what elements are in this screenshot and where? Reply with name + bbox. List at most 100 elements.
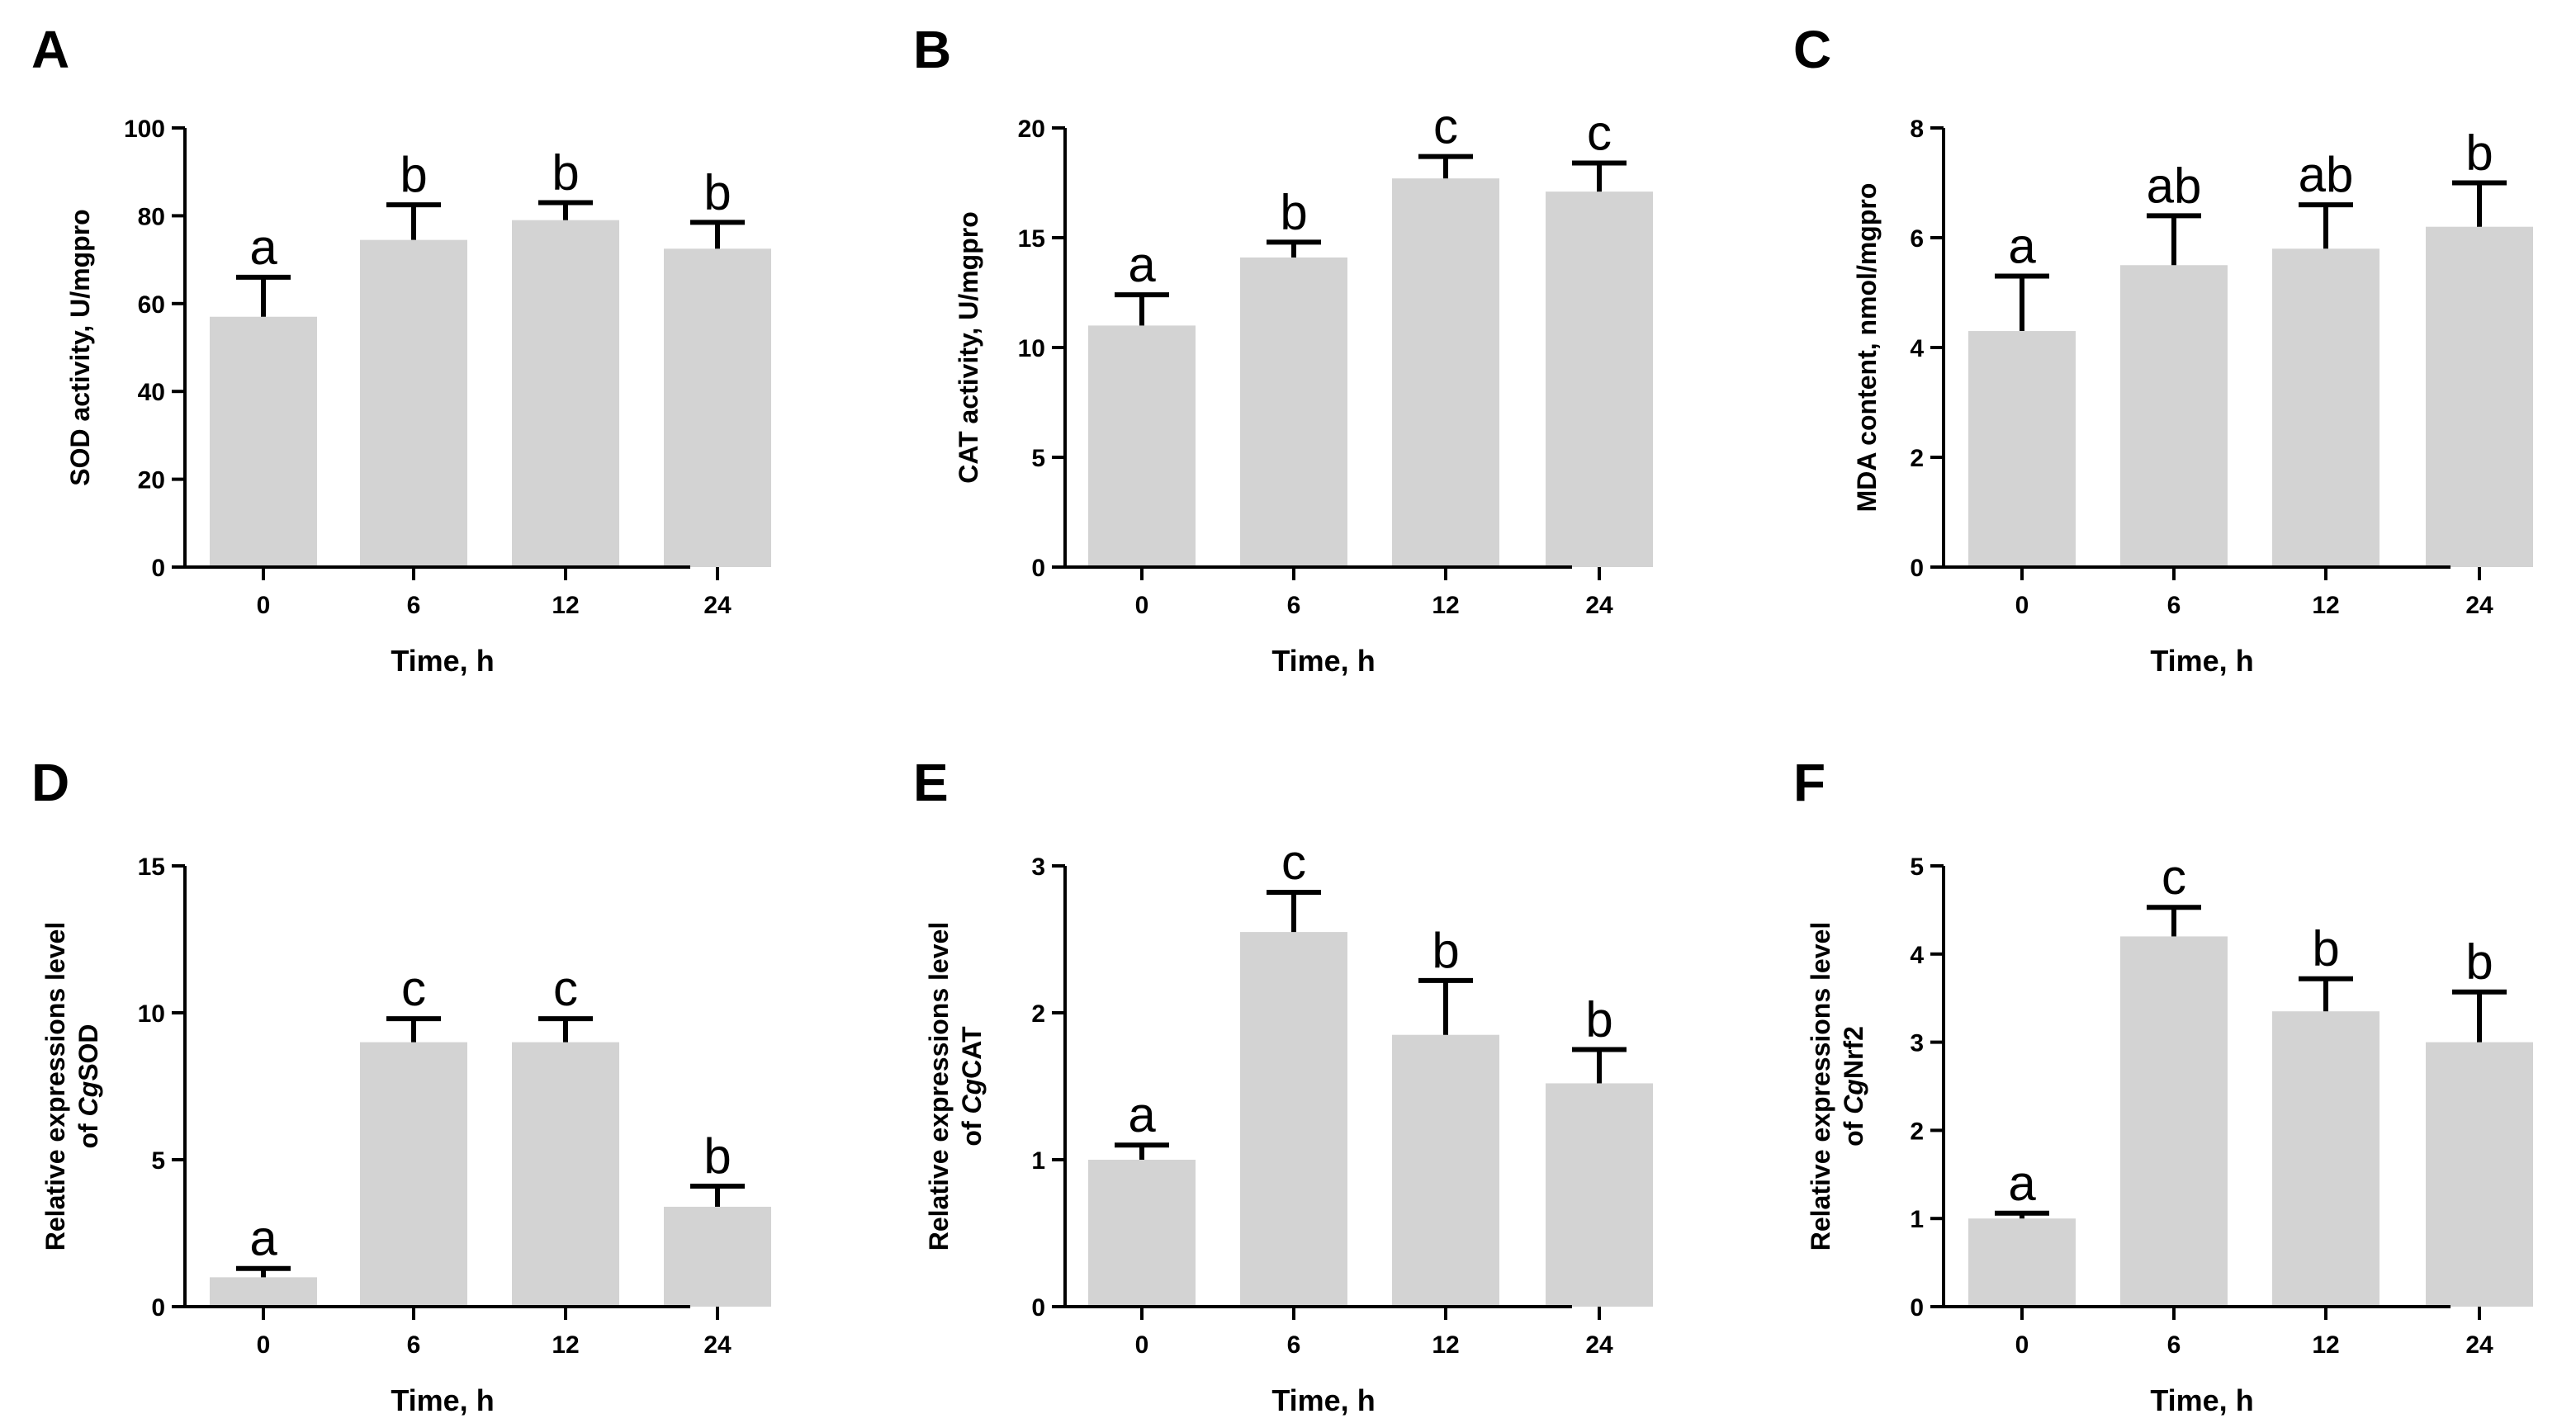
panel-b-ytick-label-1: 5: [1031, 445, 1045, 472]
panel-a-ytick-label-3: 60: [138, 291, 165, 319]
panel-c-significance-3: b: [2465, 125, 2493, 181]
panel-d-bar-3: [664, 1206, 771, 1307]
panel-f-ytick-label-5: 5: [1910, 853, 1924, 881]
panel-a-x-axis-title: Time, h: [391, 644, 494, 678]
panel-c-ytick-label-4: 8: [1910, 116, 1924, 143]
panel-a-ytick-label-0: 0: [151, 555, 165, 582]
panel-b-bar-1: [1240, 257, 1347, 567]
panel-a-y-axis-title: SOD activity, U/mgpro: [65, 209, 95, 485]
panel-b-significance-1: b: [1280, 184, 1307, 239]
panel-e-significance-0: a: [1128, 1087, 1156, 1142]
panel-e-significance-2: b: [1432, 923, 1459, 978]
panel-c-bar-1: [2120, 265, 2228, 567]
panel-d-bar-1: [360, 1042, 467, 1307]
panel-a-ytick-label-1: 20: [138, 467, 165, 494]
panel-e-y-axis-title-line2: of CgCAT: [957, 1026, 987, 1147]
panel-d-letter: D: [31, 753, 69, 812]
panel-c-ytick-label-0: 0: [1910, 555, 1924, 582]
panel-c-significance-0: a: [2008, 219, 2036, 274]
panel-a-ytick-label-2: 40: [138, 379, 165, 406]
panel-f-ytick-label-1: 1: [1910, 1206, 1924, 1233]
panel-a-letter: A: [31, 20, 69, 79]
panel-e-x-axis-title: Time, h: [1271, 1383, 1375, 1417]
panel-e-significance-1: c: [1281, 835, 1306, 890]
panel-e-ytick-label-1: 1: [1031, 1147, 1045, 1175]
panel-b-xtick-label-1: 6: [1287, 592, 1301, 619]
panel-b-significance-0: a: [1128, 237, 1156, 292]
panel-c-bar-2: [2272, 248, 2379, 567]
panel-c-xtick-label-0: 0: [2015, 592, 2029, 619]
panel-d-significance-2: c: [553, 961, 578, 1016]
panel-c-significance-2: ab: [2299, 147, 2354, 202]
panel-f-bar-1: [2120, 936, 2228, 1307]
panel-f-significance-3: b: [2465, 934, 2493, 990]
panel-d-ytick-label-3: 15: [138, 853, 165, 881]
panel-f-ytick-label-4: 4: [1910, 942, 1924, 969]
panel-a-bar-0: [210, 316, 317, 567]
panel-a-significance-2: b: [552, 144, 579, 200]
panel-e-xtick-label-2: 12: [1432, 1331, 1459, 1359]
panel-d-y-axis-title-species: Cg: [73, 1081, 103, 1117]
panel-e-xtick-label-0: 0: [1135, 1331, 1149, 1359]
panel-f-x-axis-title: Time, h: [2150, 1383, 2253, 1417]
panel-d-y-axis-title-line2: of CgSOD: [73, 1024, 103, 1148]
panel-e-y-axis-title-species: Cg: [957, 1079, 987, 1114]
panel-f-significance-1: c: [2162, 849, 2186, 905]
panel-f-y-axis-title-line1: Relative expressions level: [1806, 922, 1835, 1251]
panel-b-significance-3: c: [1587, 106, 1612, 161]
panel-d-significance-0: a: [249, 1211, 277, 1266]
panel-d-ytick-label-1: 5: [151, 1147, 165, 1175]
panel-c-bar-0: [1968, 331, 2076, 567]
panel-f-xtick-label-0: 0: [2015, 1331, 2029, 1359]
panel-c-letter: C: [1793, 20, 1831, 79]
panel-a-bar-2: [512, 220, 619, 567]
panel-c-xtick-label-3: 24: [2465, 592, 2493, 619]
panel-b-ytick-label-0: 0: [1031, 555, 1045, 582]
panel-c-xtick-label-1: 6: [2167, 592, 2181, 619]
panel-f-bar-2: [2272, 1011, 2379, 1307]
panel-f-ytick-label-3: 3: [1910, 1030, 1924, 1057]
panel-e-ytick-label-0: 0: [1031, 1294, 1045, 1322]
panel-b-bar-3: [1546, 192, 1653, 567]
panel-a-bar-3: [664, 248, 771, 567]
panel-e-xtick-label-1: 6: [1287, 1331, 1301, 1359]
panel-e-y-axis-title-line1: Relative expressions level: [924, 922, 954, 1251]
panel-f-ytick-label-0: 0: [1910, 1294, 1924, 1322]
panel-b-letter: B: [913, 20, 951, 79]
panel-b-xtick-label-0: 0: [1135, 592, 1149, 619]
panel-b-ytick-label-2: 10: [1018, 335, 1045, 362]
panel-f-significance-0: a: [2008, 1156, 2036, 1211]
panel-a-xtick-label-3: 24: [703, 592, 732, 619]
panel-d-xtick-label-2: 12: [552, 1331, 579, 1359]
panel-e-significance-3: b: [1585, 992, 1612, 1047]
panel-b-xtick-label-3: 24: [1585, 592, 1613, 619]
panel-b-x-axis-title: Time, h: [1271, 644, 1375, 678]
panel-c-significance-1: ab: [2147, 158, 2202, 213]
panel-a-significance-0: a: [249, 220, 277, 275]
panel-d-ytick-label-0: 0: [151, 1294, 165, 1322]
panel-e-bar-0: [1088, 1160, 1196, 1307]
panel-f-y-axis-title-line2: of CgNrf2: [1839, 1026, 1868, 1147]
panel-c-ytick-label-1: 2: [1910, 445, 1924, 472]
panel-a-ytick-label-5: 100: [124, 116, 165, 143]
panel-b-ytick-label-4: 20: [1018, 116, 1045, 143]
panel-d-x-axis-title: Time, h: [391, 1383, 494, 1417]
panel-e-bar-1: [1240, 932, 1347, 1307]
panel-c-x-axis-title: Time, h: [2150, 644, 2253, 678]
panel-f-significance-2: b: [2312, 921, 2339, 976]
panel-c-ytick-label-2: 4: [1910, 335, 1924, 362]
panel-d-significance-3: b: [703, 1128, 731, 1184]
panel-f-xtick-label-1: 6: [2167, 1331, 2181, 1359]
panel-f-y-axis-title-species: Cg: [1839, 1079, 1868, 1114]
panel-f-letter: F: [1793, 753, 1825, 812]
panel-f-bar-3: [2426, 1042, 2533, 1307]
panel-a-bar-1: [360, 239, 467, 567]
panel-e-letter: E: [913, 753, 949, 812]
panel-b-ytick-label-3: 15: [1018, 225, 1045, 253]
panel-c-y-axis-title: MDA content, nmol/mgpro: [1852, 183, 1882, 513]
panel-a-ytick-label-4: 80: [138, 203, 165, 230]
panel-d-bar-0: [210, 1277, 317, 1307]
panel-f-bar-0: [1968, 1218, 2076, 1307]
panel-f-y-axis-title-prefix: of: [1839, 1114, 1868, 1147]
panel-b-significance-2: c: [1433, 99, 1458, 154]
